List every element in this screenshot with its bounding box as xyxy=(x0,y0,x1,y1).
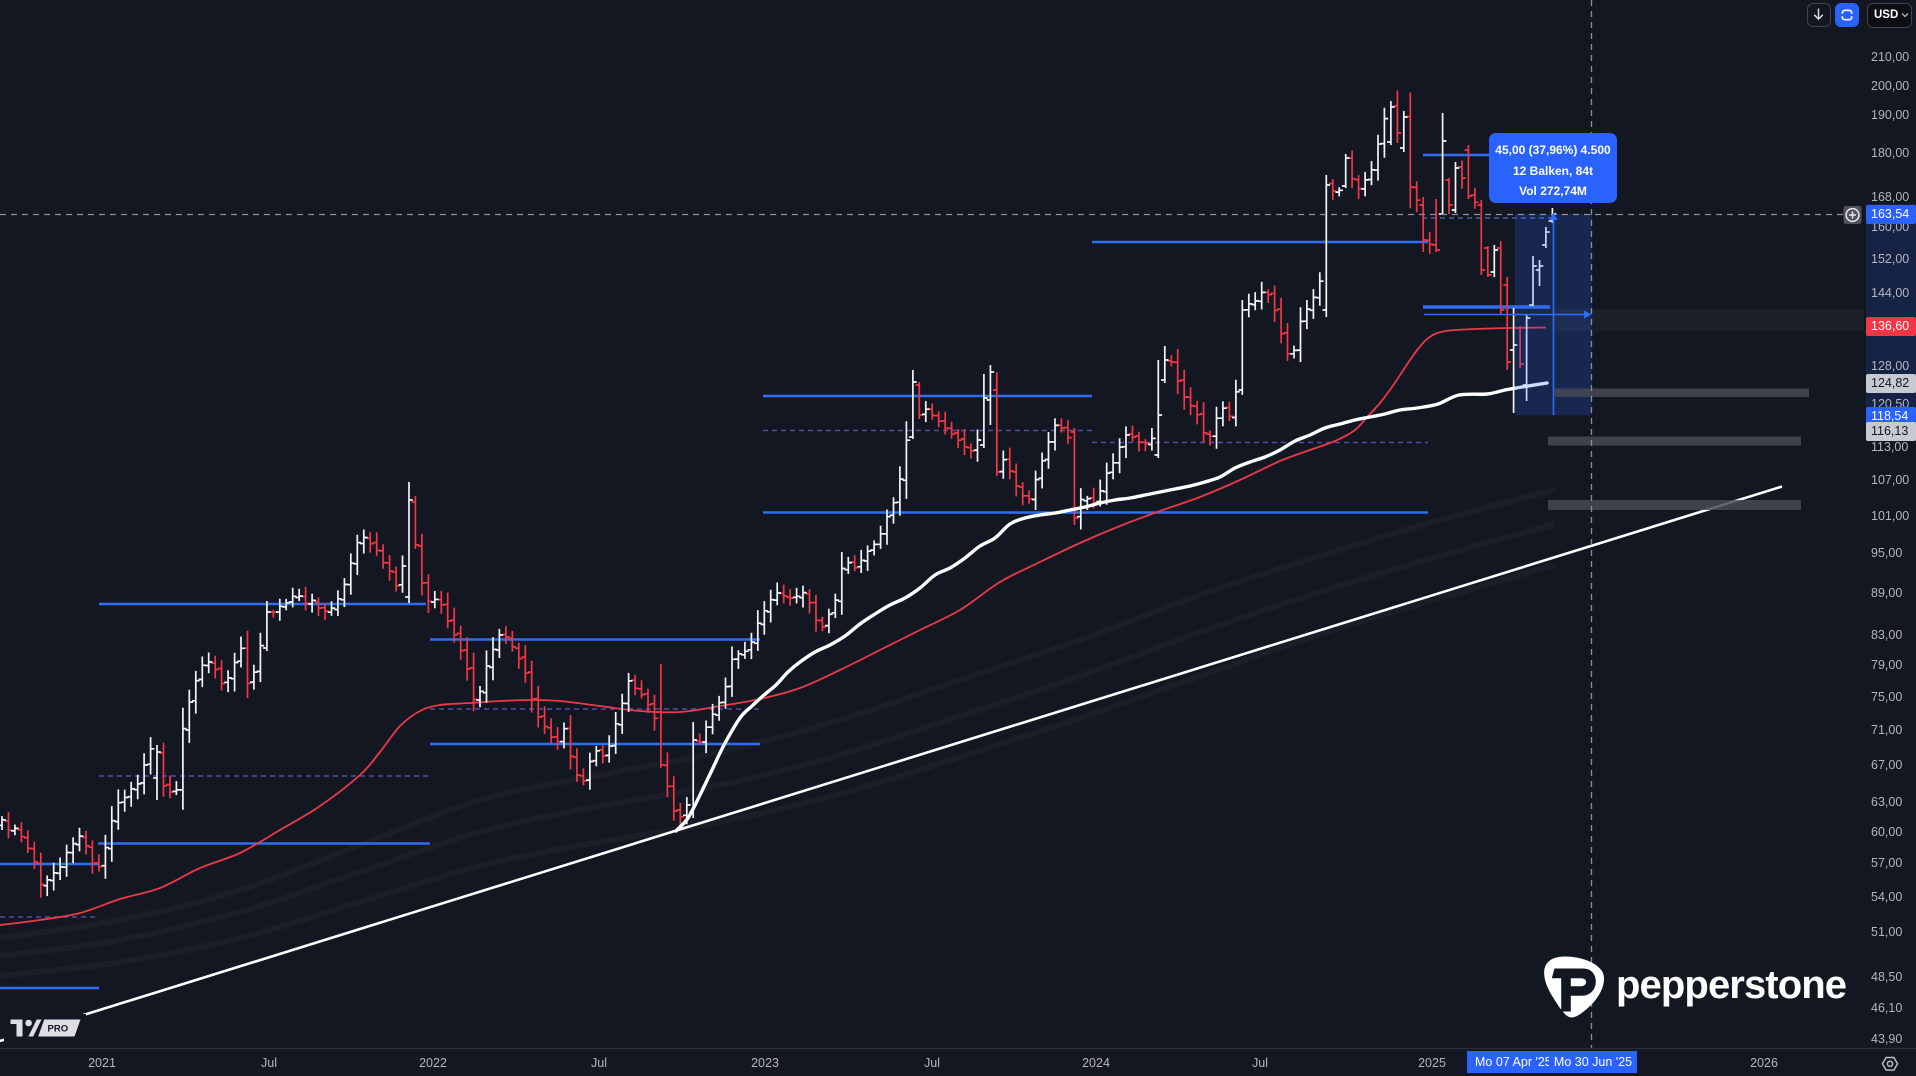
svg-text:pepperstone: pepperstone xyxy=(1616,963,1846,1007)
svg-text:PRO: PRO xyxy=(48,1024,69,1035)
